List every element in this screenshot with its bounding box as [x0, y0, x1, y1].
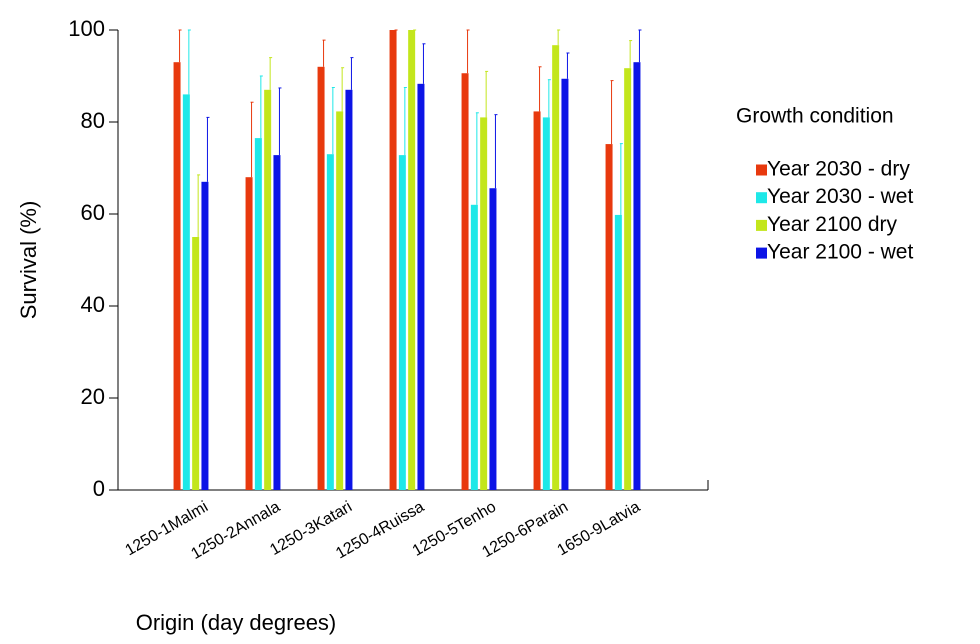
y-tick-label: 40 [81, 292, 105, 317]
bar [533, 111, 541, 491]
bar [201, 181, 209, 491]
bar [182, 94, 190, 491]
error-bar [197, 174, 201, 237]
bar [245, 177, 253, 490]
bar [489, 188, 497, 491]
legend-label: Year 2100 dry [767, 213, 897, 236]
error-bar [485, 70, 489, 118]
legend-swatch [756, 219, 767, 231]
bar [614, 214, 622, 491]
bar [173, 62, 181, 490]
error-bar [557, 29, 561, 46]
bar [417, 83, 425, 490]
error-bar [350, 57, 354, 90]
bar [470, 204, 478, 491]
legend-label: Year 2030 - wet [767, 185, 913, 208]
bar [605, 144, 613, 490]
error-bar [278, 87, 282, 156]
bar [561, 78, 569, 490]
bar [389, 30, 397, 490]
y-tick-label: 100 [68, 16, 105, 41]
error-bar [341, 67, 345, 112]
y-tick-label: 20 [81, 384, 105, 409]
x-axis-title: Origin (day degrees) [136, 610, 337, 635]
error-bar [629, 40, 633, 69]
y-axis-title: Survival (%) [16, 201, 41, 320]
error-bar [566, 52, 570, 79]
y-tick-label: 60 [81, 200, 105, 225]
legend-swatch [756, 164, 767, 176]
error-bar [638, 29, 642, 63]
bar [624, 68, 632, 491]
bar [336, 111, 344, 491]
error-bar [178, 29, 182, 63]
bar [317, 66, 325, 491]
error-bar [322, 39, 326, 67]
error-bar [466, 29, 470, 74]
error-bar [403, 87, 407, 156]
error-bar [269, 57, 273, 90]
legend-title: Growth condition [736, 105, 894, 128]
y-tick-label: 0 [93, 476, 105, 501]
bar [552, 45, 560, 491]
bar [633, 62, 641, 490]
error-bar [475, 112, 479, 205]
legend-label: Year 2100 - wet [767, 241, 913, 264]
error-bar [259, 75, 263, 139]
error-bar [250, 101, 254, 178]
error-bar [619, 143, 623, 215]
bar [461, 73, 469, 491]
bar [254, 138, 262, 490]
bar [326, 154, 334, 490]
y-tick-label: 80 [81, 108, 105, 133]
error-bar [422, 43, 426, 84]
bar [408, 30, 416, 490]
legend-label: Year 2030 - dry [767, 158, 910, 181]
bar [542, 117, 550, 491]
error-bar [547, 79, 551, 118]
legend-swatch [756, 247, 767, 259]
legend-swatch [756, 192, 767, 204]
bar [192, 237, 200, 490]
error-bar [538, 66, 542, 112]
bar [398, 155, 406, 490]
bar [345, 89, 353, 491]
error-bar [187, 29, 191, 95]
bar [273, 155, 281, 490]
error-bar [494, 114, 498, 189]
error-bar [610, 80, 614, 145]
bar [480, 117, 488, 491]
bar [264, 89, 272, 491]
error-bar [206, 116, 210, 182]
error-bar [331, 87, 335, 155]
